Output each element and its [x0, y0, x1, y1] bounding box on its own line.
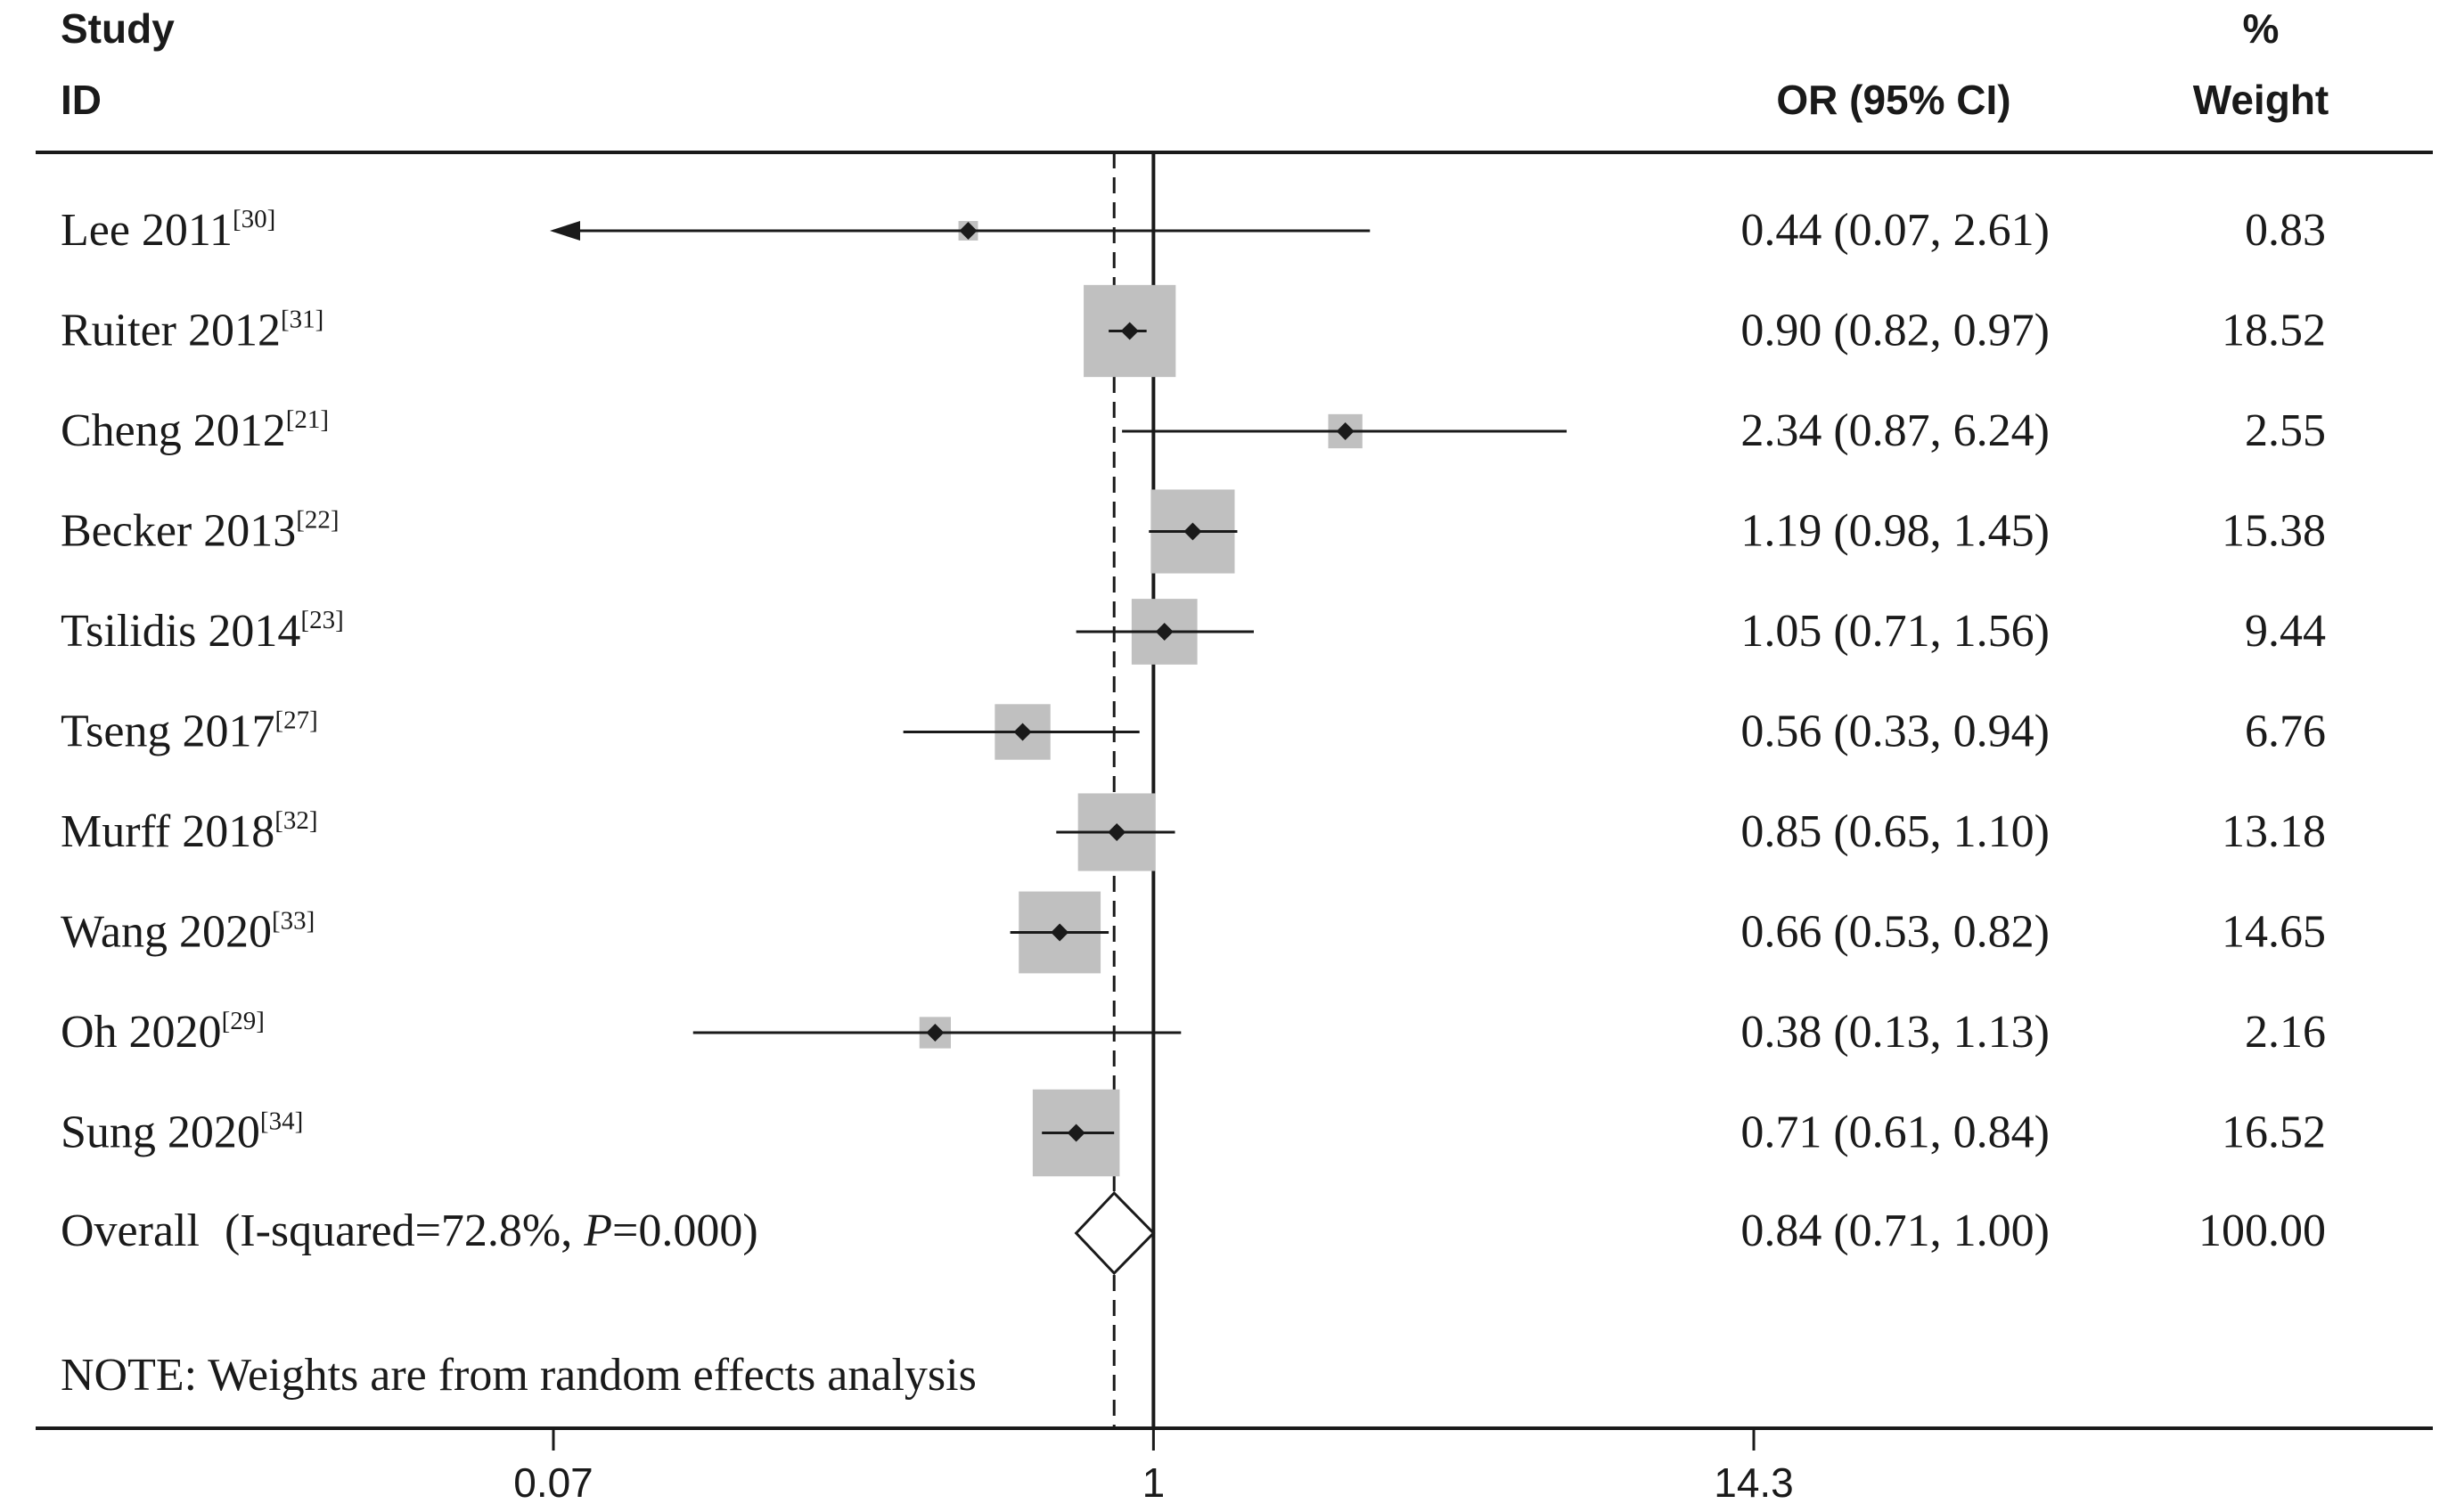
ci-text: 0.66 (0.53, 0.82): [1740, 907, 2050, 958]
point-estimate: [1155, 623, 1174, 641]
point-estimate: [1067, 1124, 1085, 1142]
study-row: Becker 2013[22] 1.19 (0.98, 1.45) 15.38: [61, 489, 2326, 574]
study-row: Lee 2011[30] 0.44 (0.07, 2.61) 0.83: [61, 205, 2326, 256]
weight-text: 9.44: [2245, 606, 2326, 657]
weight-text: 18.52: [2222, 306, 2326, 356]
weight-header-line2: Weight: [2193, 77, 2329, 123]
study-header-line1: Study: [61, 5, 175, 52]
study-label: Becker 2013[22]: [61, 506, 340, 557]
study-name: Tsilidis 2014: [61, 606, 300, 657]
study-row: Cheng 2012[21] 2.34 (0.87, 6.24) 2.55: [61, 405, 2326, 456]
weight-text: 2.16: [2245, 1007, 2326, 1058]
study-rows: Lee 2011[30] 0.44 (0.07, 2.61) 0.83 Ruiter …: [61, 205, 2326, 1177]
or-ci-header: OR (95% CI): [1776, 77, 2010, 123]
study-name: Murff 2018: [61, 806, 274, 857]
x-tick-label: 1: [1142, 1459, 1166, 1506]
study-ref: [23]: [300, 606, 343, 634]
study-name: Oh 2020: [61, 1007, 222, 1058]
study-name: Lee 2011: [61, 205, 233, 256]
header: Study ID OR (95% CI) % Weight: [61, 5, 2329, 123]
point-estimate: [1183, 522, 1202, 541]
study-label: Cheng 2012[21]: [61, 405, 329, 456]
point-estimate: [1013, 723, 1032, 741]
weight-text: 6.76: [2245, 707, 2326, 757]
study-row: Murff 2018[32] 0.85 (0.65, 1.10) 13.18: [61, 793, 2326, 871]
study-name: Wang 2020: [61, 907, 272, 958]
point-estimate: [926, 1024, 945, 1042]
study-ref: [21]: [286, 405, 329, 434]
study-row: Wang 2020[33] 0.66 (0.53, 0.82) 14.65: [61, 891, 2326, 974]
study-label: Oh 2020[29]: [61, 1007, 265, 1058]
study-ref: [34]: [260, 1107, 303, 1136]
study-row: Ruiter 2012[31] 0.90 (0.82, 0.97) 18.52: [61, 284, 2326, 378]
ci-text: 0.71 (0.61, 0.84): [1740, 1107, 2050, 1158]
ci-text: 0.90 (0.82, 0.97): [1740, 306, 2050, 356]
study-ref: [27]: [274, 707, 317, 735]
study-label: Tsilidis 2014[23]: [61, 606, 344, 657]
study-row: Tseng 2017[27] 0.56 (0.33, 0.94) 6.76: [61, 704, 2326, 760]
study-row: Oh 2020[29] 0.38 (0.13, 1.13) 2.16: [61, 1007, 2326, 1058]
weight-text: 0.83: [2245, 205, 2326, 256]
overall-label: Overall (I-squared=72.8%, P=0.000): [61, 1206, 758, 1256]
study-label: Lee 2011[30]: [61, 205, 275, 256]
point-estimate: [1051, 923, 1069, 942]
study-ref: [33]: [272, 907, 315, 936]
study-ref: [30]: [233, 205, 275, 233]
study-ref: [22]: [296, 506, 339, 535]
study-label: Ruiter 2012[31]: [61, 306, 323, 356]
x-tick-label: 0.07: [513, 1459, 594, 1506]
weight-header-line1: %: [2243, 5, 2280, 52]
ci-text: 1.19 (0.98, 1.45): [1740, 506, 2050, 557]
study-name: Cheng 2012: [61, 405, 286, 456]
overall-ci-text: 0.84 (0.71, 1.00): [1740, 1206, 2050, 1256]
study-name: Ruiter 2012: [61, 306, 281, 356]
ci-text: 0.44 (0.07, 2.61): [1740, 205, 2050, 256]
ci-text: 0.85 (0.65, 1.10): [1740, 806, 2050, 857]
ci-text: 0.56 (0.33, 0.94): [1740, 707, 2050, 757]
point-estimate: [1336, 422, 1355, 440]
x-tick-label: 14.3: [1714, 1459, 1794, 1506]
overall-weight-text: 100.00: [2198, 1206, 2326, 1256]
point-estimate: [959, 222, 978, 240]
study-ref: [32]: [274, 806, 317, 835]
weight-text: 16.52: [2222, 1107, 2326, 1158]
point-estimate: [1108, 823, 1126, 841]
study-label: Sung 2020[34]: [61, 1107, 303, 1158]
study-name: Sung 2020: [61, 1107, 260, 1158]
study-header-line2: ID: [61, 77, 102, 123]
ci-text: 2.34 (0.87, 6.24): [1740, 405, 2050, 456]
note-text: NOTE: Weights are from random effects an…: [61, 1350, 977, 1401]
point-estimate: [1120, 322, 1139, 340]
study-row: Tsilidis 2014[23] 1.05 (0.71, 1.56) 9.44: [61, 599, 2326, 665]
ci-text: 1.05 (0.71, 1.56): [1740, 606, 2050, 657]
study-name: Becker 2013: [61, 506, 296, 557]
ci-text: 0.38 (0.13, 1.13): [1740, 1007, 2050, 1058]
weight-text: 13.18: [2222, 806, 2326, 857]
study-label: Wang 2020[33]: [61, 907, 315, 958]
weight-text: 15.38: [2222, 506, 2326, 557]
study-name: Tseng 2017: [61, 707, 274, 757]
weight-text: 14.65: [2222, 907, 2326, 958]
study-label: Tseng 2017[27]: [61, 707, 318, 757]
x-axis: 0.07 1 14.3: [36, 1426, 2433, 1506]
overall-diamond: [1074, 1190, 1156, 1276]
weight-text: 2.55: [2245, 405, 2326, 456]
study-ref: [29]: [222, 1007, 265, 1035]
study-label: Murff 2018[32]: [61, 806, 318, 857]
study-row: Sung 2020[34] 0.71 (0.61, 0.84) 16.52: [61, 1089, 2326, 1177]
ci-truncation-arrow: [550, 221, 580, 241]
study-ref: [31]: [281, 306, 323, 334]
overall-row: Overall (I-squared=72.8%, P=0.000) 0.84 (…: [61, 1190, 2326, 1276]
